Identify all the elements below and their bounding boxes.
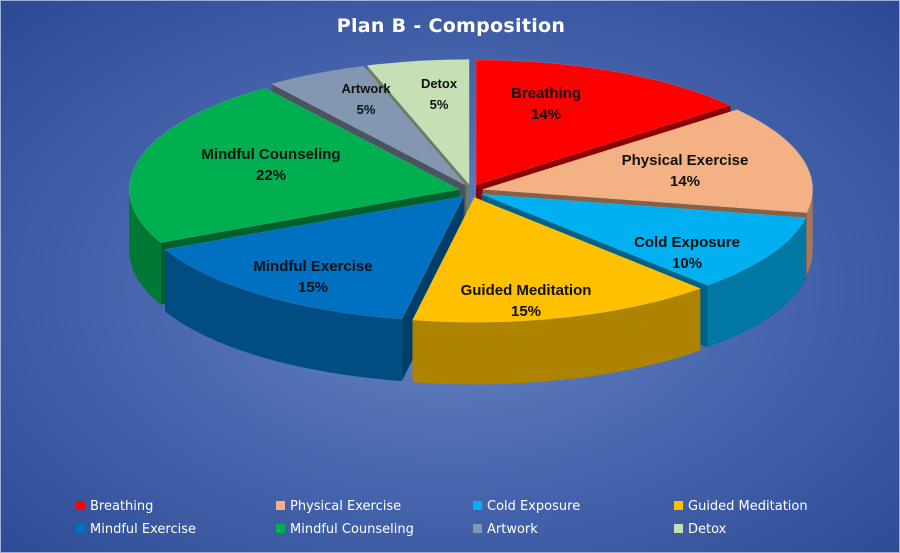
- data-label-value-detox: 5%: [430, 97, 449, 112]
- legend-swatch: [674, 524, 683, 533]
- pie-slice-artwork: [270, 65, 466, 186]
- legend-item-mindful-exercise: Mindful Exercise: [76, 521, 196, 539]
- pie-slice-mindful-counseling: [129, 87, 461, 243]
- legend-swatch: [276, 524, 285, 533]
- legend-swatch: [76, 501, 85, 510]
- pie-slice-detox: [366, 59, 470, 186]
- legend-label: Breathing: [90, 499, 154, 514]
- legend-item-guided-meditation: Guided Meditation: [674, 498, 808, 516]
- data-label-detox: Detox: [421, 76, 458, 91]
- chart-title: Plan B - Composition: [336, 15, 566, 37]
- pie-slice-wall-mindful-exercise: [165, 249, 402, 382]
- pie-slice-guided-meditation: [412, 196, 702, 323]
- data-label-physical-exercise: Physical Exercise: [622, 152, 749, 169]
- legend-label: Artwork: [487, 522, 538, 537]
- legend-item-breathing: Breathing: [76, 498, 153, 516]
- legend-swatch: [276, 501, 285, 510]
- data-label-artwork: Artwork: [341, 81, 391, 96]
- data-label-value-guided-meditation: 15%: [511, 303, 541, 320]
- pie-slice-breathing: [475, 59, 732, 186]
- legend-label: Mindful Counseling: [290, 522, 414, 537]
- data-label-mindful-counseling: Mindful Counseling: [201, 146, 340, 163]
- legend-swatch: [674, 501, 683, 510]
- data-label-breathing: Breathing: [511, 85, 581, 102]
- pie-slice-physical-exercise: [482, 109, 813, 214]
- legend-item-physical-exercise: Physical Exercise: [276, 498, 401, 516]
- pie-slice-wall-mindful-counseling: [129, 189, 161, 305]
- legend-item-cold-exposure: Cold Exposure: [473, 498, 580, 516]
- data-label-mindful-exercise: Mindful Exercise: [253, 258, 372, 275]
- data-label-value-breathing: 14%: [531, 106, 561, 123]
- legend-label: Guided Meditation: [688, 499, 808, 514]
- data-label-value-artwork: 5%: [357, 102, 376, 117]
- legend-label: Mindful Exercise: [90, 522, 196, 537]
- pie-slice-wall-physical-exercise: [806, 189, 813, 275]
- data-label-value-physical-exercise: 14%: [670, 173, 700, 190]
- pie-chart: Breathing 14% Physical Exercise 14% Cold Exp…: [129, 59, 813, 385]
- data-label-value-mindful-counseling: 22%: [256, 167, 286, 184]
- legend-item-mindful-counseling: Mindful Counseling: [276, 521, 414, 539]
- data-label-value-cold-exposure: 10%: [672, 255, 702, 272]
- pie-slice-wall-cold-exposure: [707, 217, 806, 348]
- data-label-guided-meditation: Guided Meditation: [461, 282, 592, 299]
- legend-swatch: [473, 501, 482, 510]
- pie-slice-cold-exposure: [481, 193, 807, 286]
- data-label-cold-exposure: Cold Exposure: [634, 234, 740, 251]
- pie-slice-wall-guided-meditation: [412, 288, 701, 385]
- data-label-value-mindful-exercise: 15%: [298, 279, 328, 296]
- legend-swatch: [473, 524, 482, 533]
- legend-label: Detox: [688, 522, 727, 537]
- legend-label: Physical Exercise: [290, 499, 402, 514]
- legend-item-detox: Detox: [674, 521, 726, 539]
- pie-slice-mindful-exercise: [164, 195, 465, 320]
- legend-label: Cold Exposure: [487, 499, 581, 514]
- legend-swatch: [76, 524, 85, 533]
- legend-item-artwork: Artwork: [473, 521, 538, 539]
